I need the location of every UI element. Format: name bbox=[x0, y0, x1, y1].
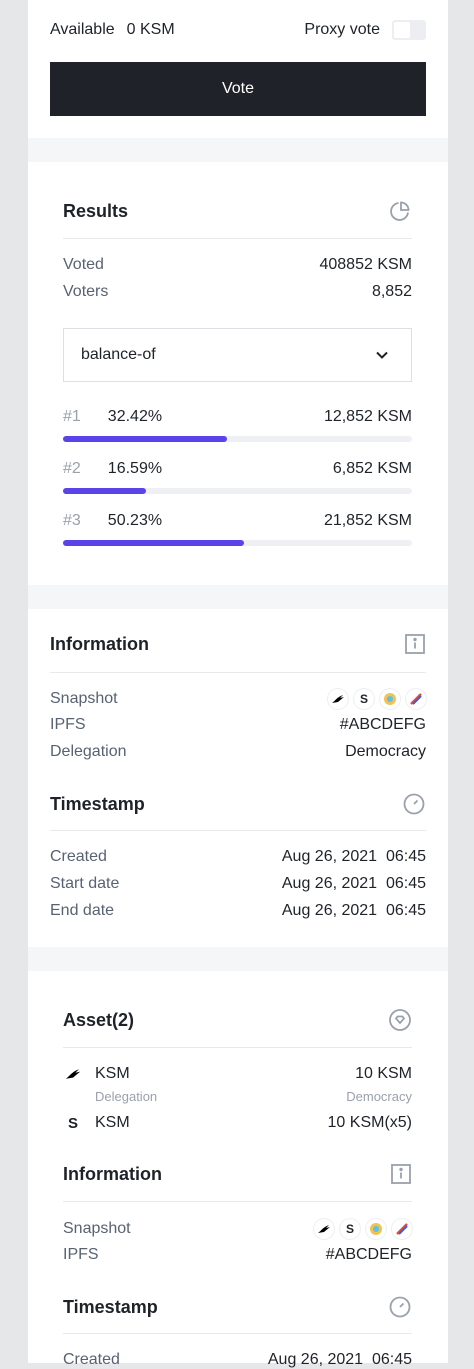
snapshot-icons: S bbox=[314, 1219, 412, 1239]
asset-information-title: Information bbox=[63, 1163, 162, 1184]
option-percent: 16.59% bbox=[107, 460, 163, 477]
vote-button[interactable]: Vote bbox=[50, 62, 426, 116]
vote-card: Available 0 KSM Proxy vote Vote bbox=[28, 0, 448, 138]
available-value: 0 KSM bbox=[126, 21, 175, 38]
s-token-icon: S bbox=[354, 689, 374, 709]
ipfs-value[interactable]: #ABCDEFG bbox=[325, 1246, 412, 1263]
option-bar bbox=[63, 436, 412, 442]
option-bar bbox=[63, 540, 412, 546]
end-date-label: End date bbox=[50, 902, 115, 919]
chevron-down-icon bbox=[375, 348, 389, 362]
proxy-vote-label: Proxy vote bbox=[304, 21, 380, 38]
info-icon bbox=[404, 633, 426, 655]
snapshot-label: Snapshot bbox=[63, 1220, 131, 1237]
option-bar bbox=[63, 488, 412, 494]
asset-symbol: KSM bbox=[95, 1065, 130, 1082]
asset-amount: 10 KSM(x5) bbox=[327, 1114, 412, 1131]
vote-button-label: Vote bbox=[221, 80, 255, 97]
option-amount: 6,852 KSM bbox=[332, 460, 412, 477]
feather-token-icon bbox=[406, 689, 426, 709]
asset-card: Asset(2) KSM 10 KSM Delegation Democracy bbox=[28, 971, 448, 1368]
option-bar-fill bbox=[63, 488, 146, 494]
voted-label: Voted bbox=[63, 256, 104, 273]
info-icon bbox=[390, 1163, 412, 1185]
toggle-knob bbox=[394, 22, 410, 38]
results-title: Results bbox=[63, 200, 129, 221]
snapshot-icons: S bbox=[328, 689, 426, 709]
asset-symbol: KSM bbox=[95, 1114, 130, 1131]
clock-icon bbox=[388, 1295, 412, 1319]
asset-title: Asset(2) bbox=[63, 1009, 135, 1030]
option-rank: #3 bbox=[63, 512, 81, 529]
option-rank: #2 bbox=[63, 460, 81, 477]
results-card: Results Voted 408852 KSM Voters 8,852 ba… bbox=[28, 162, 448, 585]
asset-timestamp-title: Timestamp bbox=[63, 1296, 158, 1317]
page-column: Available 0 KSM Proxy vote Vote Results bbox=[28, 0, 448, 1368]
delegation-value: Democracy bbox=[345, 743, 426, 760]
kusama-bird-icon bbox=[63, 1068, 83, 1080]
asset-sub: Delegation bbox=[95, 1089, 158, 1104]
created-value: Aug 26, 2021 06:45 bbox=[267, 1351, 412, 1368]
ipfs-label: IPFS bbox=[50, 716, 86, 733]
option-amount: 21,852 KSM bbox=[323, 512, 412, 529]
asset-amount: 10 KSM bbox=[355, 1065, 412, 1082]
balance-select[interactable]: balance-of bbox=[63, 328, 412, 382]
clock-icon bbox=[402, 792, 426, 816]
snapshot-label: Snapshot bbox=[50, 690, 118, 707]
kusama-bird-icon bbox=[314, 1219, 334, 1239]
delegation-label: Delegation bbox=[50, 743, 127, 760]
timestamp-title: Timestamp bbox=[50, 793, 145, 814]
voters-label: Voters bbox=[63, 283, 109, 300]
option-percent: 50.23% bbox=[107, 512, 163, 529]
start-date-label: Start date bbox=[50, 875, 120, 892]
created-label: Created bbox=[63, 1351, 120, 1368]
ipfs-label: IPFS bbox=[63, 1246, 99, 1263]
option-amount: 12,852 KSM bbox=[323, 408, 412, 425]
option-rank: #1 bbox=[63, 408, 81, 425]
ipfs-value[interactable]: #ABCDEFG bbox=[339, 716, 426, 733]
voted-value: 408852 KSM bbox=[319, 256, 412, 273]
option-bar-fill bbox=[63, 436, 227, 442]
option-bar-fill bbox=[63, 540, 244, 546]
information-card: Information Snapshot S IPFS #ABCDEFG Del… bbox=[28, 609, 448, 947]
proxy-vote-toggle[interactable] bbox=[392, 20, 426, 40]
asset-amount-sub: Democracy bbox=[346, 1089, 412, 1104]
balance-select-value: balance-of bbox=[81, 346, 156, 363]
voters-value: 8,852 bbox=[371, 283, 412, 300]
start-date-value: Aug 26, 2021 06:45 bbox=[281, 875, 426, 892]
option-percent: 32.42% bbox=[107, 408, 163, 425]
colorful-token-icon bbox=[380, 689, 400, 709]
created-label: Created bbox=[50, 848, 107, 865]
end-date-value: Aug 26, 2021 06:45 bbox=[281, 902, 426, 919]
pie-chart-icon bbox=[388, 199, 412, 223]
created-value: Aug 26, 2021 06:45 bbox=[281, 848, 426, 865]
feather-token-icon bbox=[392, 1219, 412, 1239]
colorful-token-icon bbox=[366, 1219, 386, 1239]
s-token-icon: S bbox=[67, 1114, 78, 1132]
available-label: Available bbox=[50, 21, 115, 38]
s-token-icon: S bbox=[340, 1219, 360, 1239]
kusama-bird-icon bbox=[328, 689, 348, 709]
gem-icon bbox=[388, 1008, 412, 1032]
information-title: Information bbox=[50, 633, 149, 654]
